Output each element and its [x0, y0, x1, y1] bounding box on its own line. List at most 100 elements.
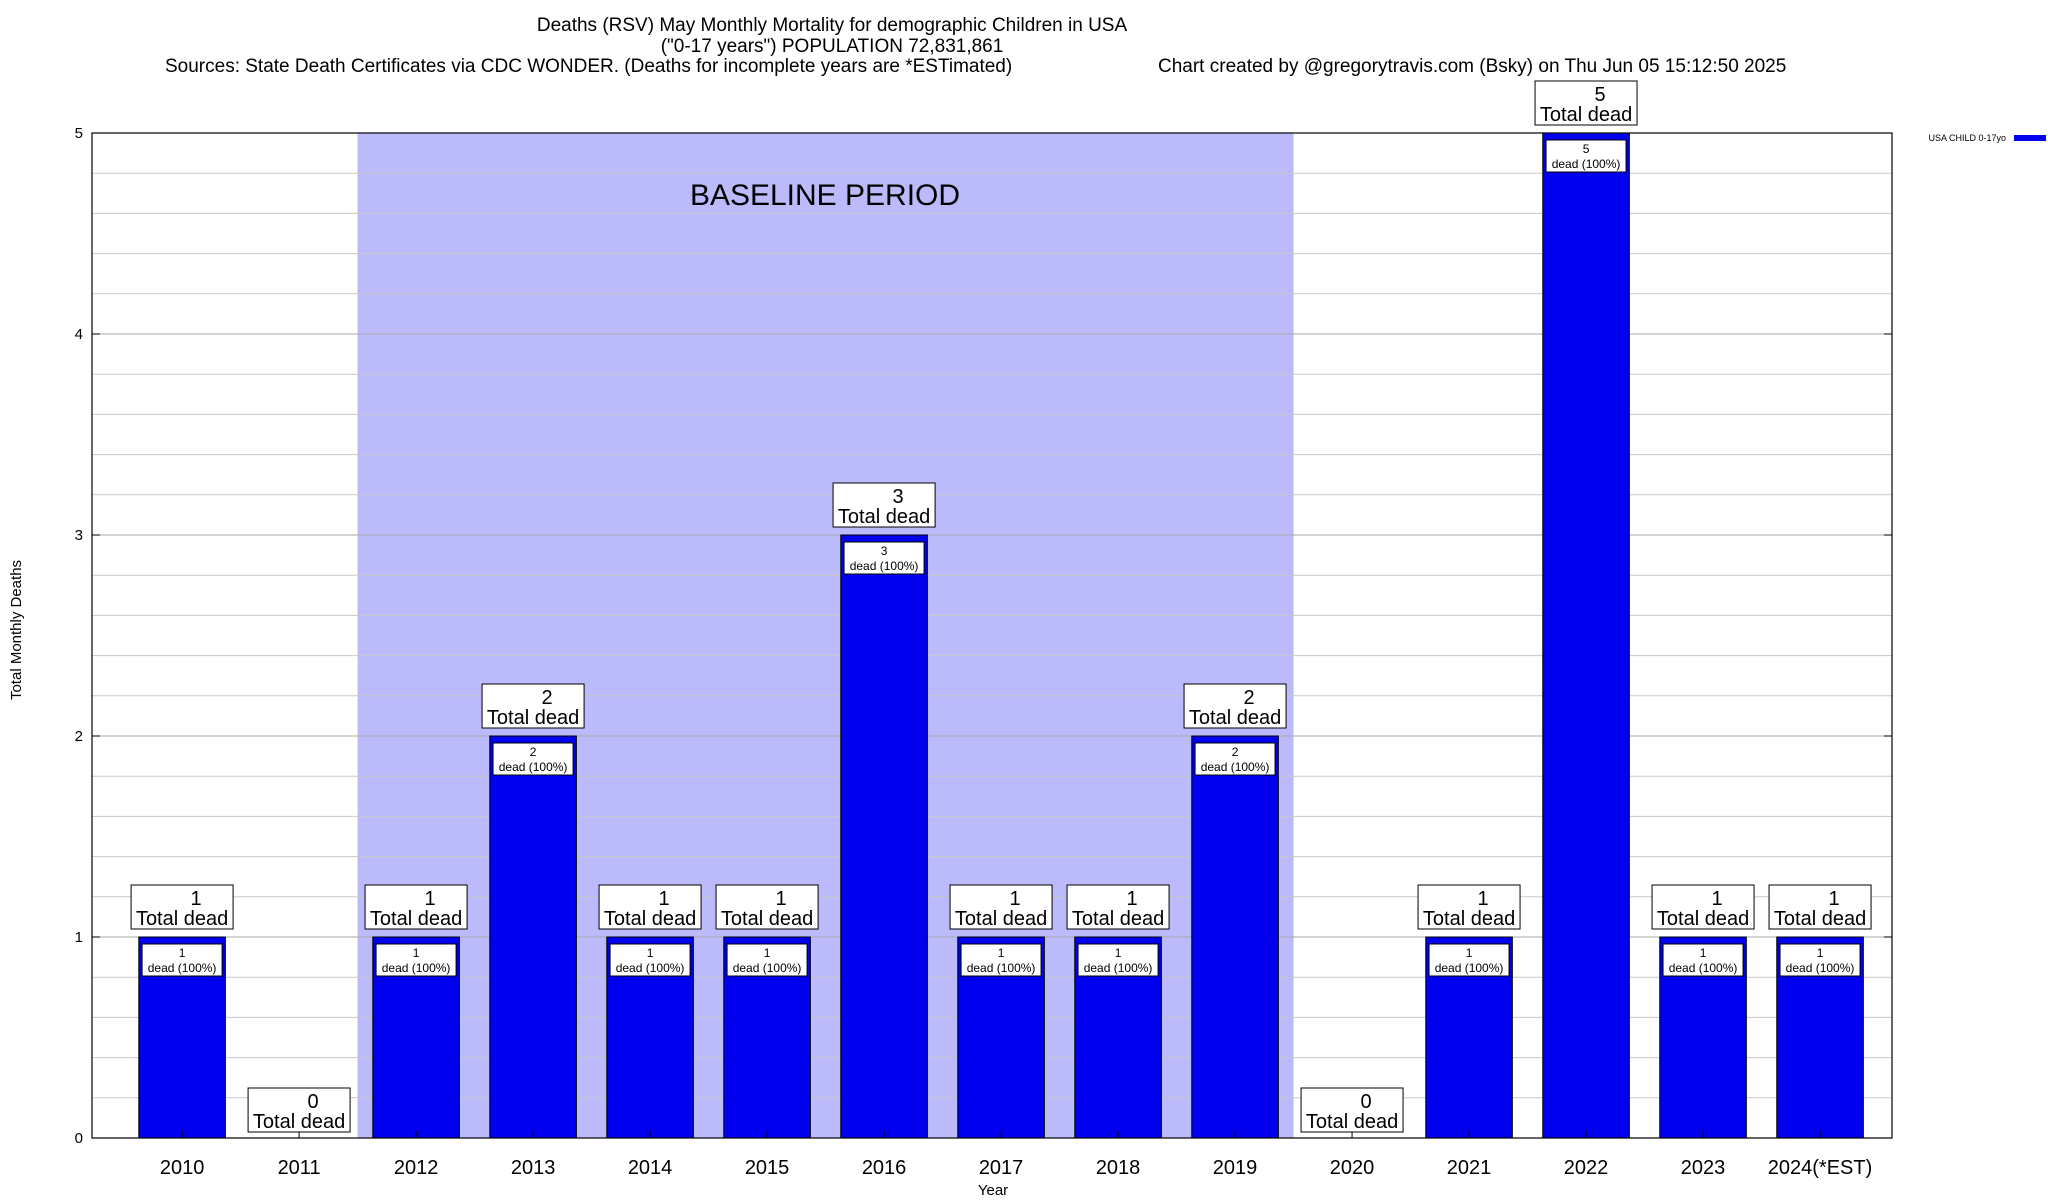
bar — [840, 534, 928, 1139]
bar-inner-label-box — [1428, 943, 1510, 977]
bar-inner-value: 5 — [1583, 142, 1590, 156]
x-tick-label: 2011 — [278, 1157, 321, 1179]
chart-title: Deaths (RSV) May Monthly Mortality for d… — [537, 15, 1128, 36]
x-tick-label: 2022 — [1564, 1157, 1609, 1179]
x-tick-label: 2023 — [1681, 1157, 1726, 1179]
bar-inner-value: 1 — [998, 946, 1005, 960]
bar-inner-label: dead (100%) — [967, 961, 1036, 975]
bar-total-label: Total dead — [136, 908, 228, 930]
legend-swatch — [2014, 135, 2046, 141]
bar-total-label: Total dead — [1657, 908, 1749, 930]
bar-inner-label-box — [1662, 943, 1744, 977]
bar-inner-label-box — [1077, 943, 1159, 977]
bar-inner-value: 1 — [179, 946, 186, 960]
x-tick-label: 2019 — [1213, 1157, 1258, 1179]
bar-total-value: 1 — [1010, 888, 1021, 910]
bar-total-label-box — [1534, 80, 1638, 126]
x-tick-label: 2018 — [1096, 1157, 1141, 1179]
legend-label: USA CHILD 0-17yo — [1928, 133, 2006, 143]
x-tick-label: 2016 — [862, 1157, 907, 1179]
bar-total-label-box — [949, 884, 1053, 930]
bar-total-value: 2 — [542, 687, 553, 709]
bar-inner-value: 2 — [530, 745, 537, 759]
bar-inner-label-box — [492, 742, 574, 776]
bar-total-label-box — [364, 884, 468, 930]
bar-total-label: Total dead — [487, 707, 579, 729]
bar-total-label-box — [1300, 1087, 1404, 1133]
y-tick-label: 4 — [75, 326, 83, 343]
x-tick-label: 2012 — [394, 1157, 439, 1179]
bar-inner-value: 1 — [1466, 946, 1473, 960]
bar-total-label: Total dead — [1774, 908, 1866, 930]
bar-inner-label: dead (100%) — [1201, 760, 1270, 774]
bar-total-label-box — [715, 884, 819, 930]
bar-total-value: 1 — [191, 888, 202, 910]
bar-inner-label-box — [609, 943, 691, 977]
bar — [489, 735, 577, 1139]
bar-inner-value: 1 — [413, 946, 420, 960]
bar — [1191, 735, 1279, 1139]
bar-inner-value: 3 — [881, 544, 888, 558]
bar-inner-value: 1 — [1115, 946, 1122, 960]
bar-total-value: 1 — [776, 888, 787, 910]
bar-total-label: Total dead — [838, 506, 930, 528]
y-tick-label: 0 — [75, 1130, 83, 1147]
bar-total-label-box — [1417, 884, 1521, 930]
chart-subtitle: ("0-17 years") POPULATION 72,831,861 — [661, 36, 1004, 57]
bar-total-value: 3 — [893, 486, 904, 508]
bar-inner-label-box — [1545, 139, 1627, 173]
bar-total-label: Total dead — [253, 1111, 345, 1133]
x-axis-title: Year — [978, 1182, 1008, 1199]
bar-total-value: 0 — [1360, 1091, 1371, 1113]
x-tick-label: 2013 — [511, 1157, 556, 1179]
bar-inner-label-box — [843, 541, 925, 575]
bar-total-value: 1 — [659, 888, 670, 910]
y-tick-label: 5 — [75, 125, 83, 142]
bar-total-label: Total dead — [721, 908, 813, 930]
bar-total-label: Total dead — [955, 908, 1047, 930]
bar-total-label-box — [832, 482, 936, 528]
bar-total-label-box — [1066, 884, 1170, 930]
bar-total-value: 1 — [1828, 888, 1839, 910]
bar-total-label-box — [1768, 884, 1872, 930]
bar-total-value: 2 — [1243, 687, 1254, 709]
x-tick-label: 2010 — [160, 1157, 205, 1179]
bar-inner-value: 1 — [764, 946, 771, 960]
baseline-period-label: BASELINE PERIOD — [690, 179, 960, 212]
bar-total-label: Total dead — [1423, 908, 1515, 930]
bar-total-value: 1 — [425, 888, 436, 910]
x-tick-label: 2021 — [1447, 1157, 1492, 1179]
chart-sources: Sources: State Death Certificates via CD… — [165, 56, 1012, 77]
y-tick-label: 3 — [75, 527, 83, 544]
y-tick-label: 2 — [75, 728, 83, 745]
bar-total-value: 1 — [1477, 888, 1488, 910]
x-tick-label: 2020 — [1330, 1157, 1375, 1179]
bar-total-label-box — [598, 884, 702, 930]
bar-inner-label: dead (100%) — [1435, 961, 1504, 975]
bar-inner-label-box — [141, 943, 223, 977]
bar-inner-label: dead (100%) — [1552, 157, 1621, 171]
bar-inner-label: dead (100%) — [1084, 961, 1153, 975]
bar-inner-label: dead (100%) — [382, 961, 451, 975]
x-tick-label: 2015 — [745, 1157, 790, 1179]
y-tick-label: 1 — [75, 929, 83, 946]
bar-inner-label: dead (100%) — [1669, 961, 1738, 975]
bar-total-value: 1 — [1711, 888, 1722, 910]
bar-total-label-box — [130, 884, 234, 930]
bar-total-label-box — [247, 1087, 351, 1133]
bar-inner-label: dead (100%) — [148, 961, 217, 975]
bar-total-label: Total dead — [1540, 104, 1632, 126]
bar-total-label-box — [1651, 884, 1755, 930]
x-tick-label: 2017 — [979, 1157, 1024, 1179]
bar-total-value: 0 — [308, 1091, 319, 1113]
x-tick-label: 2014 — [628, 1157, 673, 1179]
bar-inner-label-box — [726, 943, 808, 977]
x-tick-label: 2024(*EST) — [1768, 1157, 1873, 1179]
chart-credit: Chart created by @gregorytravis.com (Bsk… — [1158, 56, 1786, 77]
bar-inner-value: 1 — [1700, 946, 1707, 960]
bar-inner-label: dead (100%) — [499, 760, 568, 774]
bar-total-value: 1 — [1127, 888, 1138, 910]
bar-total-label: Total dead — [1306, 1111, 1398, 1133]
